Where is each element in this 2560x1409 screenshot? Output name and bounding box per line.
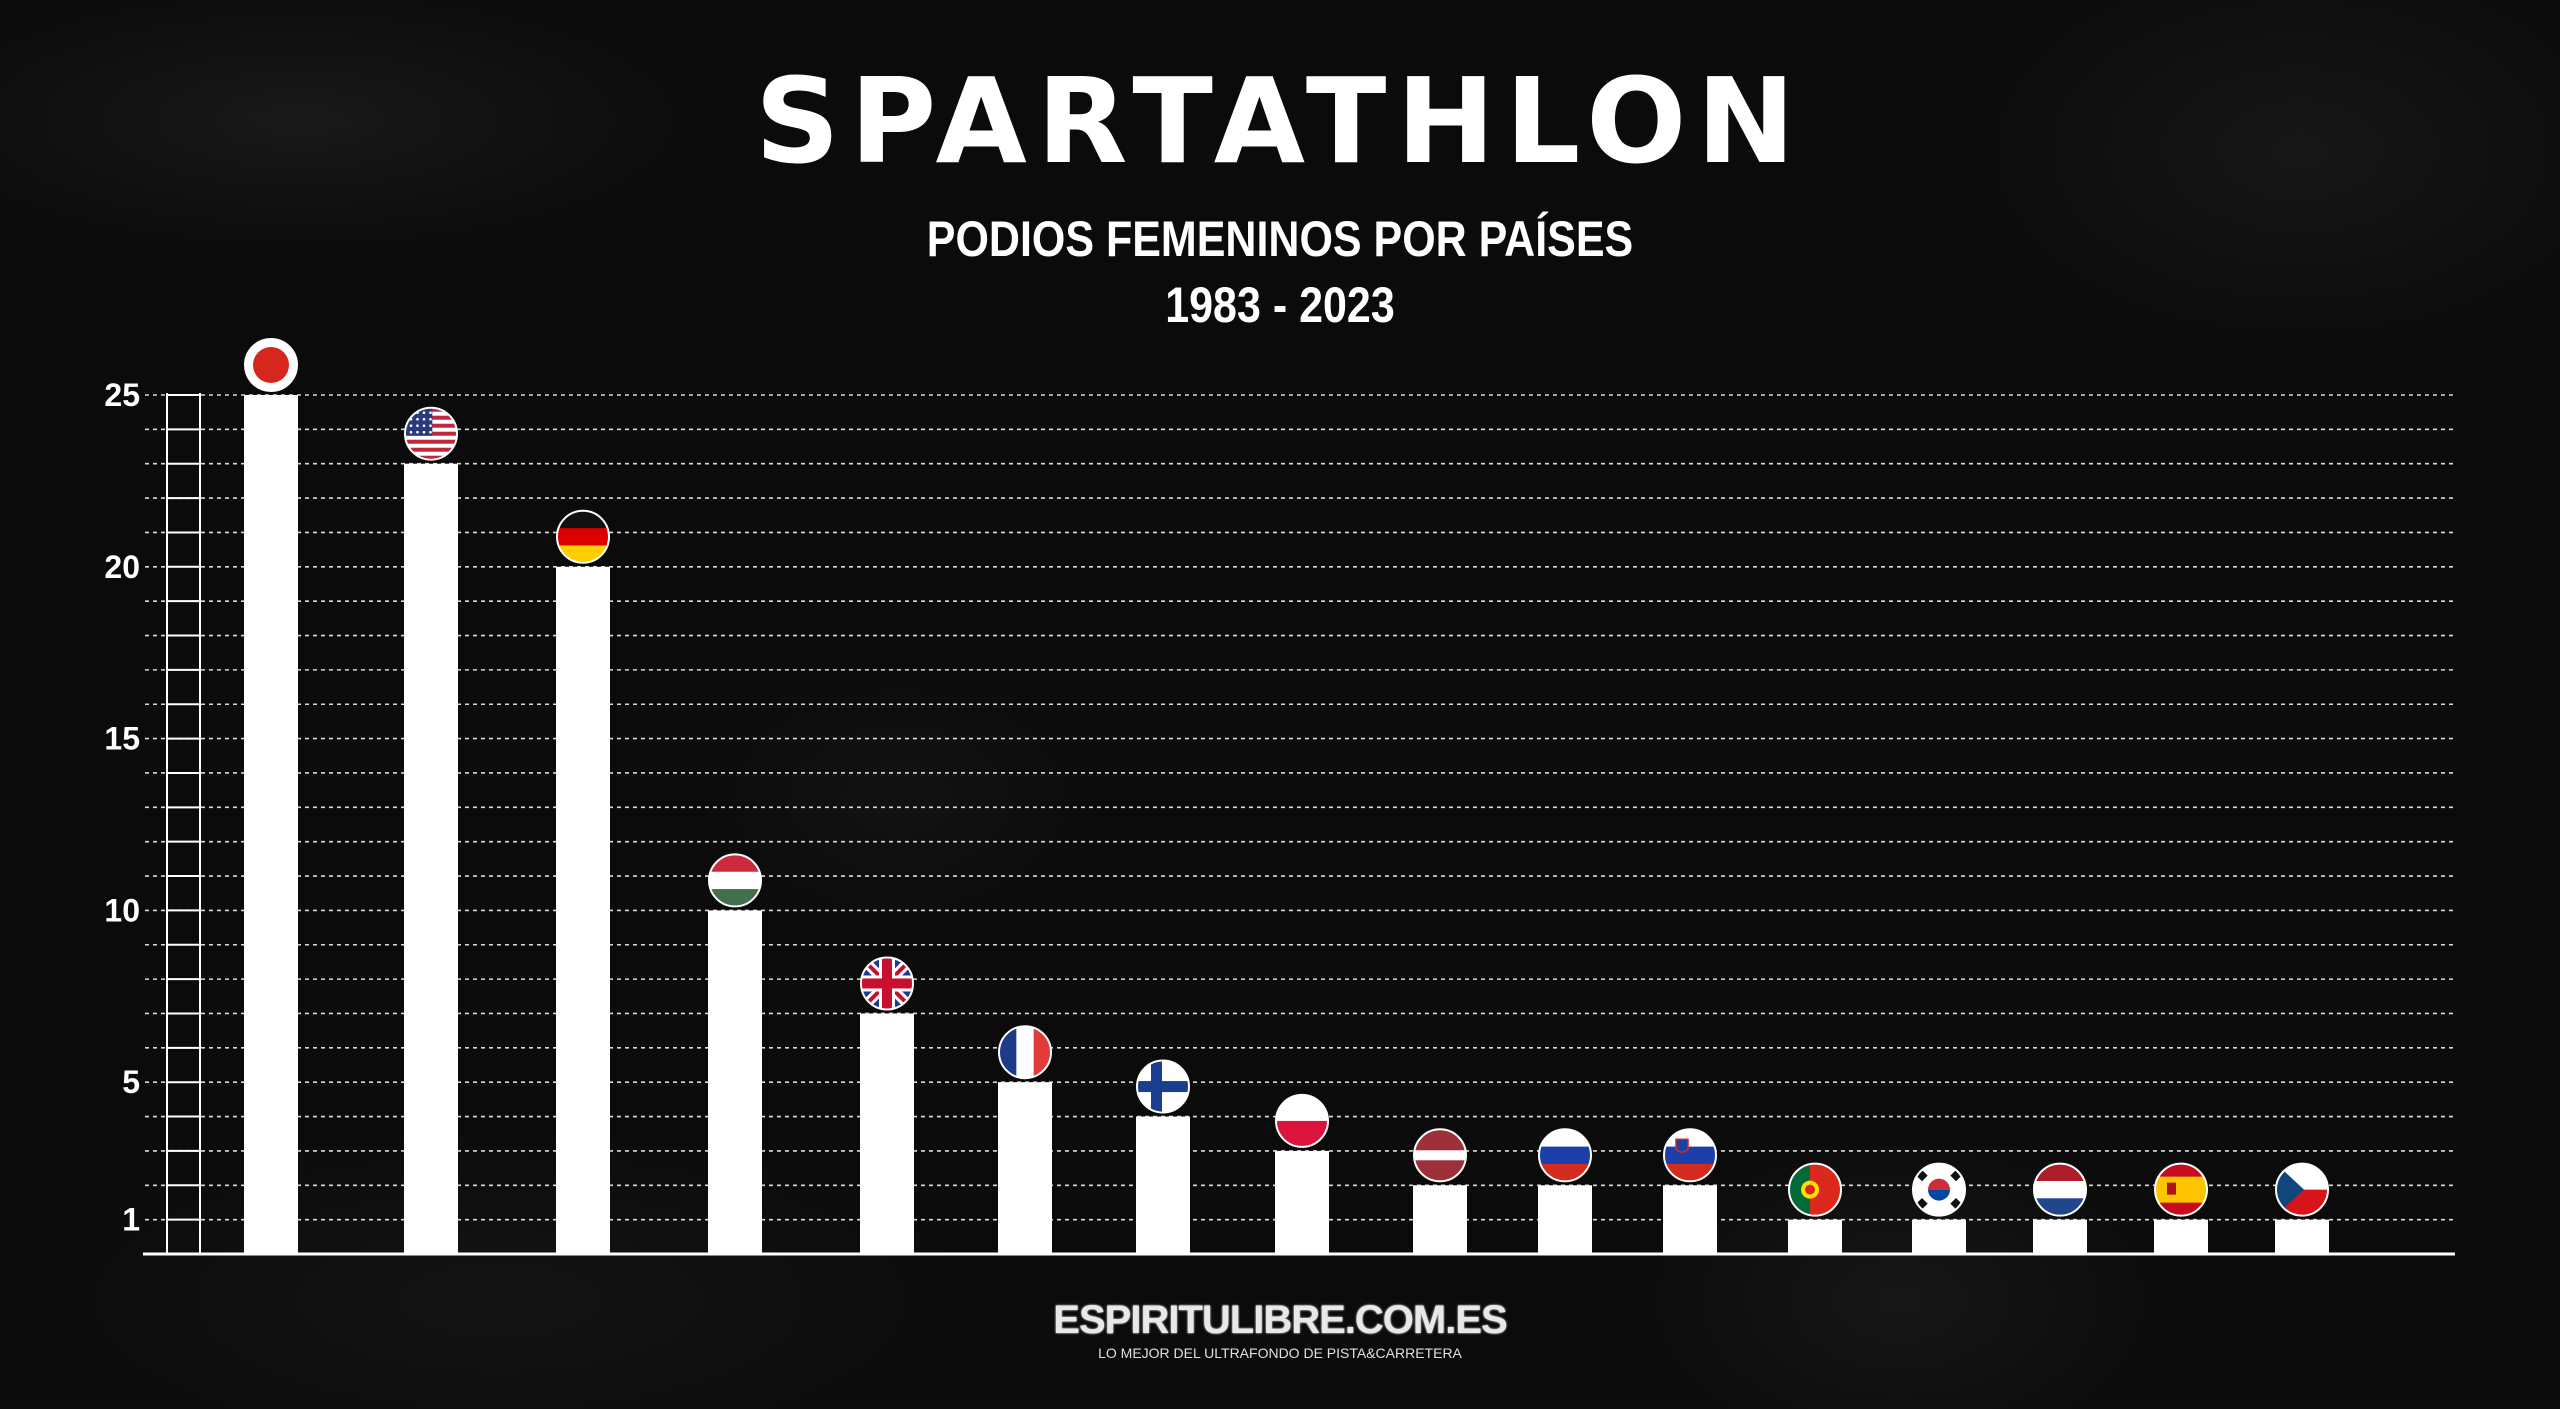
flag-ring: [1912, 1162, 1966, 1217]
bar: [2275, 1219, 2329, 1254]
flag-ring: [1275, 1093, 1329, 1148]
flag-finland-icon: [1137, 1060, 1189, 1113]
bar: [2033, 1219, 2087, 1254]
bar: [556, 566, 610, 1254]
chart-years: 1983 - 2023: [1165, 277, 1395, 333]
flag-uk-icon: [861, 957, 913, 1010]
y-tick-label: 20: [104, 549, 140, 585]
flag-ring: [1413, 1128, 1467, 1183]
flag-ring: [708, 853, 762, 908]
bar: [998, 1082, 1052, 1254]
bar: [1275, 1150, 1329, 1254]
flag-ring: [1136, 1059, 1190, 1114]
y-tick-label: 25: [104, 377, 140, 413]
flag-ring: [404, 406, 458, 461]
flags: [244, 338, 2329, 1217]
flag-portugal-icon: [1789, 1163, 1841, 1216]
bar: [1912, 1219, 1966, 1254]
y-tick-label: 1: [122, 1202, 140, 1238]
flag-ring: [1788, 1162, 1842, 1217]
flag-latvia-icon: [1414, 1129, 1466, 1182]
bar: [1788, 1219, 1842, 1254]
footer-tagline: LO MEJOR DEL ULTRAFONDO DE PISTA&CARRETE…: [1098, 1345, 1462, 1361]
flag-south-korea-icon: [1913, 1163, 1965, 1216]
bar: [1413, 1185, 1467, 1254]
y-tick-label: 10: [104, 892, 140, 928]
flag-ring: [2154, 1162, 2208, 1217]
flag-ring: [860, 956, 914, 1011]
flag-usa-icon: [405, 407, 457, 460]
flag-japan-icon: [245, 339, 297, 391]
bar: [2154, 1219, 2208, 1254]
bar: [244, 395, 298, 1254]
flag-ring: [2275, 1162, 2329, 1217]
bar: [860, 1013, 914, 1254]
flag-ring: [2033, 1162, 2087, 1217]
flag-ring: [556, 509, 610, 564]
footer-logo: ESPIRITULIBRE.COM.ES: [1053, 1298, 1507, 1342]
flag-ring: [998, 1025, 1052, 1080]
bar: [1663, 1185, 1717, 1254]
flag-ring: [244, 338, 298, 392]
chart-title: SPARTATHLON: [754, 52, 1806, 190]
chart-subtitle: PODIOS FEMENINOS POR PAÍSES: [926, 211, 1634, 267]
bar: [708, 910, 762, 1254]
bars: [244, 395, 2329, 1255]
flag-ring: [1663, 1128, 1717, 1183]
bar: [1538, 1185, 1592, 1254]
y-tick-label: 15: [104, 721, 140, 757]
y-tick-label: 5: [122, 1064, 140, 1100]
bar: [1136, 1116, 1190, 1254]
flag-ring: [1538, 1128, 1592, 1183]
bar: [404, 463, 458, 1255]
